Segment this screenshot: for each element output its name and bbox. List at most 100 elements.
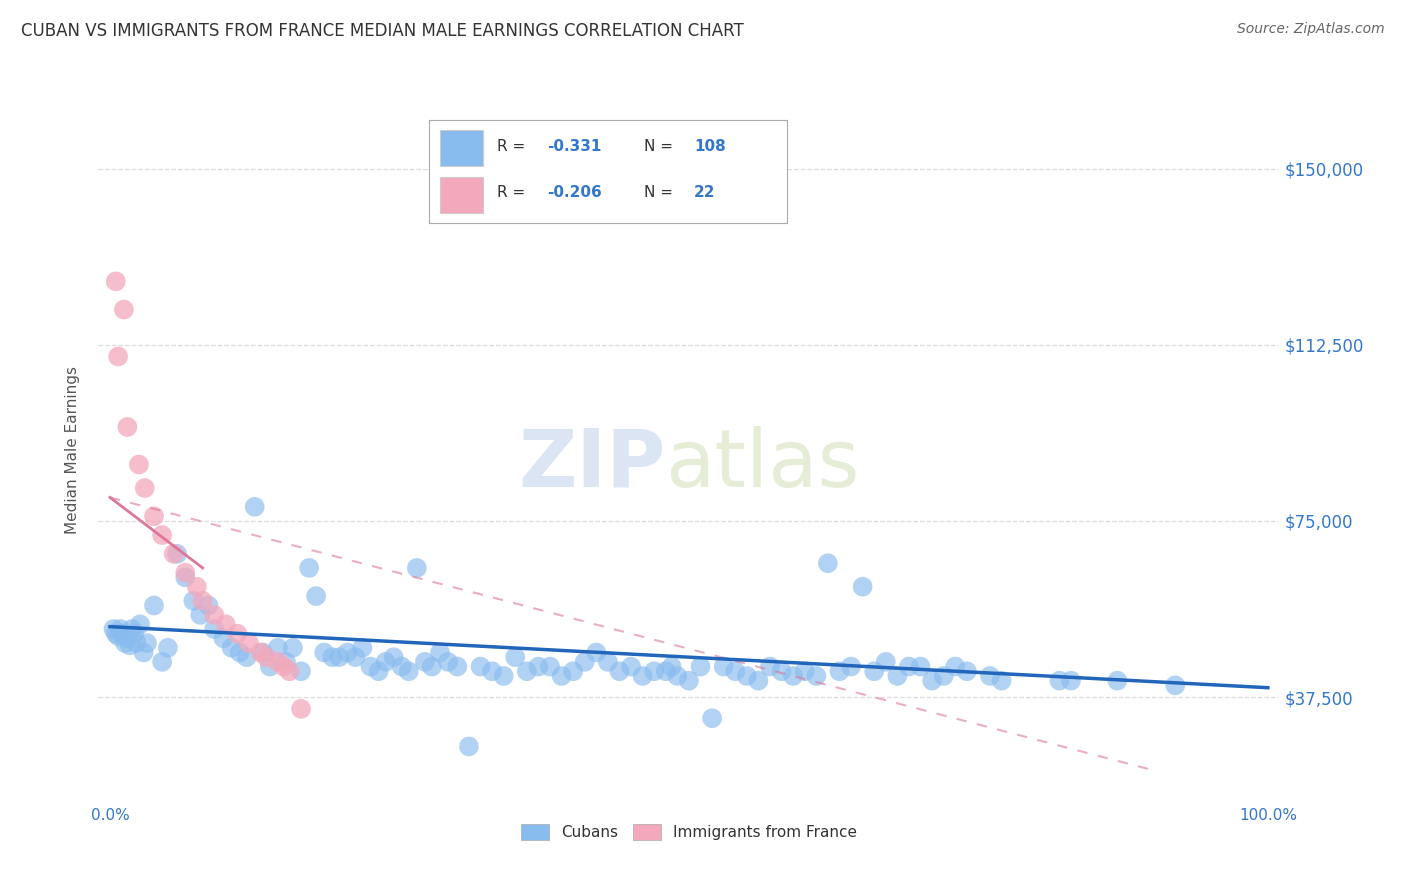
- Point: [420, 659, 443, 673]
- Point: [321, 650, 343, 665]
- Point: [305, 589, 328, 603]
- Point: [481, 665, 503, 679]
- Point: [278, 665, 301, 679]
- Point: [839, 659, 862, 673]
- Point: [470, 659, 492, 673]
- Point: [562, 665, 585, 679]
- Point: [274, 655, 297, 669]
- Point: [290, 665, 312, 679]
- Text: ZIP: ZIP: [517, 425, 665, 504]
- Point: [875, 655, 897, 669]
- Point: [188, 607, 211, 622]
- Point: [110, 622, 132, 636]
- Point: [226, 626, 249, 640]
- Text: R =: R =: [496, 186, 530, 200]
- Point: [150, 655, 173, 669]
- Point: [336, 645, 359, 659]
- Point: [666, 669, 689, 683]
- Point: [770, 665, 793, 679]
- Point: [273, 659, 295, 673]
- Point: [314, 645, 336, 659]
- Text: N =: N =: [644, 186, 678, 200]
- Point: [910, 659, 932, 673]
- Point: [117, 632, 139, 646]
- Text: N =: N =: [644, 139, 678, 154]
- Point: [943, 659, 966, 673]
- Point: [458, 739, 481, 754]
- Point: [202, 622, 225, 636]
- Point: [112, 302, 135, 317]
- Point: [1107, 673, 1129, 688]
- Point: [863, 665, 886, 679]
- Point: [398, 665, 420, 679]
- Point: [678, 673, 700, 688]
- Point: [437, 655, 460, 669]
- Text: CUBAN VS IMMIGRANTS FROM FRANCE MEDIAN MALE EARNINGS CORRELATION CHART: CUBAN VS IMMIGRANTS FROM FRANCE MEDIAN M…: [21, 22, 744, 40]
- Point: [252, 645, 274, 659]
- Point: [886, 669, 908, 683]
- Point: [281, 640, 304, 655]
- Point: [134, 481, 156, 495]
- Point: [538, 659, 561, 673]
- Point: [391, 659, 413, 673]
- Point: [852, 580, 875, 594]
- Point: [382, 650, 405, 665]
- Point: [405, 561, 427, 575]
- Point: [367, 665, 389, 679]
- Point: [174, 570, 197, 584]
- Point: [107, 629, 129, 643]
- Point: [267, 640, 290, 655]
- Point: [352, 640, 374, 655]
- Text: 22: 22: [695, 186, 716, 200]
- FancyBboxPatch shape: [440, 177, 482, 212]
- Point: [828, 665, 851, 679]
- Point: [921, 673, 943, 688]
- Point: [413, 655, 436, 669]
- Point: [267, 655, 290, 669]
- Point: [897, 659, 920, 673]
- Point: [191, 594, 214, 608]
- Point: [1060, 673, 1083, 688]
- Point: [114, 636, 136, 650]
- Point: [655, 665, 678, 679]
- Point: [631, 669, 654, 683]
- Point: [163, 547, 186, 561]
- Point: [724, 665, 747, 679]
- Point: [817, 556, 839, 570]
- Point: [243, 500, 266, 514]
- Point: [136, 636, 159, 650]
- Point: [620, 659, 643, 673]
- Point: [174, 566, 197, 580]
- Point: [238, 636, 260, 650]
- Point: [107, 350, 129, 364]
- Point: [125, 636, 148, 650]
- Point: [118, 639, 141, 653]
- Point: [574, 655, 596, 669]
- Point: [328, 650, 350, 665]
- Point: [596, 655, 619, 669]
- Point: [689, 659, 711, 673]
- Point: [932, 669, 955, 683]
- Text: 108: 108: [695, 139, 725, 154]
- Point: [492, 669, 515, 683]
- Point: [215, 617, 238, 632]
- Point: [585, 645, 607, 659]
- Text: Source: ZipAtlas.com: Source: ZipAtlas.com: [1237, 22, 1385, 37]
- Point: [143, 599, 166, 613]
- Point: [156, 640, 179, 655]
- Point: [527, 659, 550, 673]
- Point: [782, 669, 804, 683]
- Text: -0.206: -0.206: [547, 186, 602, 200]
- Point: [143, 509, 166, 524]
- Point: [128, 458, 150, 472]
- Point: [221, 640, 243, 655]
- Y-axis label: Median Male Earnings: Median Male Earnings: [65, 367, 80, 534]
- Point: [735, 669, 758, 683]
- Point: [429, 645, 451, 659]
- Point: [990, 673, 1012, 688]
- Point: [516, 665, 538, 679]
- Point: [713, 659, 735, 673]
- Point: [806, 669, 828, 683]
- Text: atlas: atlas: [665, 425, 859, 504]
- Point: [609, 665, 631, 679]
